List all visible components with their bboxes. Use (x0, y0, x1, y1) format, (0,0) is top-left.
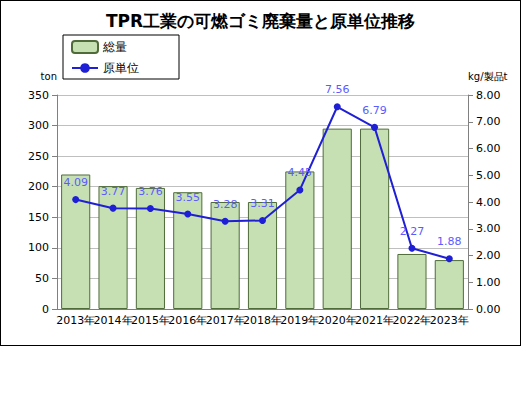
svg-text:1.00: 1.00 (476, 276, 501, 289)
svg-text:2013年: 2013年 (56, 314, 95, 327)
svg-text:1.88: 1.88 (437, 235, 462, 248)
svg-text:2019年: 2019年 (280, 314, 319, 327)
svg-text:3.31: 3.31 (250, 197, 275, 210)
svg-text:2016年: 2016年 (168, 314, 207, 327)
svg-text:2023年: 2023年 (430, 314, 469, 327)
svg-text:2022年: 2022年 (392, 314, 431, 327)
svg-text:300: 300 (28, 119, 49, 132)
svg-text:8.00: 8.00 (476, 89, 501, 102)
svg-text:2017年: 2017年 (206, 314, 245, 327)
svg-text:6.00: 6.00 (476, 142, 501, 155)
svg-text:3.00: 3.00 (476, 222, 501, 235)
svg-text:100: 100 (28, 241, 49, 254)
svg-text:3.28: 3.28 (213, 198, 238, 211)
svg-text:7.00: 7.00 (476, 115, 501, 128)
svg-text:350: 350 (28, 89, 49, 102)
svg-text:0: 0 (42, 303, 49, 316)
svg-text:250: 250 (28, 150, 49, 163)
svg-text:2014年: 2014年 (94, 314, 133, 327)
svg-text:4.09: 4.09 (63, 176, 88, 189)
svg-text:3.76: 3.76 (138, 185, 163, 198)
svg-text:200: 200 (28, 180, 49, 193)
svg-text:総量: 総量 (102, 40, 127, 54)
svg-text:2015年: 2015年 (131, 314, 170, 327)
svg-text:kg/製品t: kg/製品t (468, 71, 508, 82)
svg-text:3.55: 3.55 (176, 191, 201, 204)
svg-text:0.00: 0.00 (476, 303, 501, 316)
svg-text:2.00: 2.00 (476, 249, 501, 262)
svg-text:原単位: 原単位 (103, 61, 139, 75)
svg-text:4.00: 4.00 (476, 196, 501, 209)
svg-text:150: 150 (28, 211, 49, 224)
svg-text:ton: ton (41, 71, 57, 82)
svg-text:6.79: 6.79 (362, 104, 387, 117)
svg-text:50: 50 (35, 272, 49, 285)
svg-text:5.00: 5.00 (476, 169, 501, 182)
svg-text:2018年: 2018年 (243, 314, 282, 327)
svg-text:4.45: 4.45 (288, 166, 313, 179)
svg-text:2020年: 2020年 (318, 314, 357, 327)
svg-text:7.56: 7.56 (325, 83, 350, 96)
svg-text:3.77: 3.77 (101, 185, 126, 198)
svg-text:2021年: 2021年 (355, 314, 394, 327)
svg-text:2.27: 2.27 (400, 225, 425, 238)
svg-text:TPR工業の可燃ゴミ廃棄量と原単位推移: TPR工業の可燃ゴミ廃棄量と原単位推移 (106, 11, 415, 31)
